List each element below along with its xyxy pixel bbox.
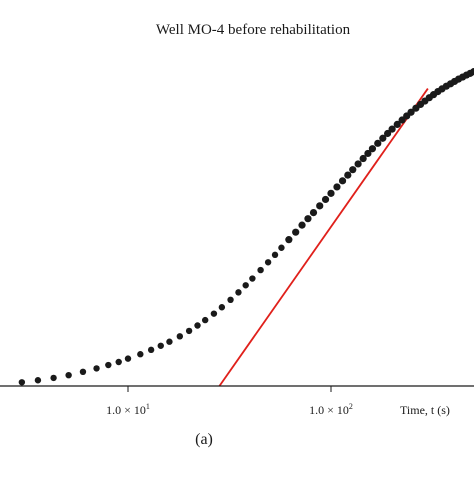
data-point (177, 333, 183, 339)
data-point (339, 177, 346, 184)
data-point (349, 166, 356, 173)
data-point (355, 160, 362, 167)
data-point (80, 369, 86, 375)
data-point (249, 275, 255, 281)
data-point (116, 359, 122, 365)
fit-line-layer (219, 89, 427, 386)
x-axis-ticks (128, 386, 331, 392)
data-point (235, 289, 241, 295)
data-point (292, 229, 299, 236)
data-point (186, 328, 192, 334)
data-point (166, 339, 172, 345)
fit-line (219, 89, 427, 386)
data-point (50, 375, 56, 381)
chart-title: Well MO-4 before rehabilitation (156, 22, 351, 38)
data-point (298, 222, 305, 229)
panel-label: (a) (195, 431, 213, 448)
data-point (227, 297, 233, 303)
data-point (327, 190, 334, 197)
data-point (333, 183, 340, 190)
data-point (242, 282, 248, 288)
data-point (211, 310, 217, 316)
data-point (344, 171, 351, 178)
x-tick-label-10: 1.0 × 101 (106, 402, 150, 417)
x-tick-label-100: 1.0 × 102 (309, 402, 353, 417)
data-point (202, 317, 208, 323)
data-point (65, 372, 71, 378)
data-point (304, 215, 311, 222)
data-point (93, 365, 99, 371)
data-point (285, 236, 292, 243)
data-point (278, 245, 284, 251)
x-axis-label: Time, t (s) (400, 403, 450, 417)
data-point (194, 322, 200, 328)
data-point (125, 355, 131, 361)
data-point (19, 379, 25, 385)
data-point (265, 259, 271, 265)
data-point (310, 209, 317, 216)
data-point (316, 202, 323, 209)
data-point (322, 196, 329, 203)
data-point (272, 252, 278, 258)
data-point (219, 304, 225, 310)
data-points-layer (19, 62, 474, 385)
data-point (158, 343, 164, 349)
data-point (369, 145, 376, 152)
data-point (137, 351, 143, 357)
data-point (105, 362, 111, 368)
data-point (35, 377, 41, 383)
data-point (257, 267, 263, 273)
data-point (148, 347, 154, 353)
